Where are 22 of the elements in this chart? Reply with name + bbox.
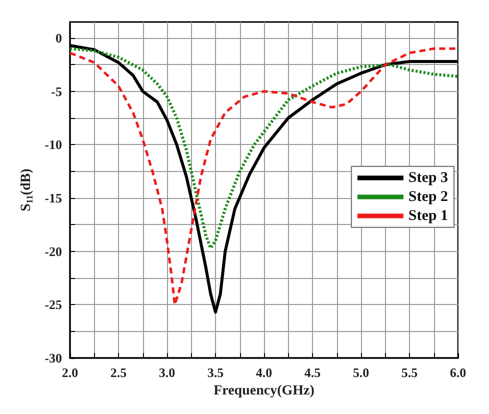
x-tick-label: 3.5: [207, 365, 224, 380]
y-tick-label: -10: [44, 137, 62, 152]
legend-label: Step 3: [408, 170, 448, 186]
x-tick-label: 4.5: [304, 365, 322, 380]
y-tick-label: -5: [51, 84, 62, 99]
y-tick-label: 0: [56, 30, 62, 46]
x-tick-label: 3.0: [158, 365, 176, 380]
y-tick-label: -25: [44, 297, 62, 312]
x-tick-label: 5.5: [401, 365, 418, 380]
x-tick-label: 5.0: [352, 365, 370, 380]
y-axis-title: S11(dB): [18, 168, 34, 212]
y-tick-label: -15: [44, 190, 62, 206]
y-tick-label: -30: [44, 350, 62, 366]
y-tick-label: -20: [44, 244, 62, 259]
x-tick-label: 6.0: [450, 365, 466, 380]
legend-label: Step 2: [408, 188, 448, 205]
legend-label: Step 1: [408, 208, 448, 224]
text: 2.0: [62, 365, 78, 380]
x-tick-label: 4.0: [256, 365, 272, 380]
x-tick-label: 2.5: [110, 365, 128, 380]
line-series: [68, 47, 460, 250]
x-axis-title: Frequency(GHz): [214, 384, 315, 398]
